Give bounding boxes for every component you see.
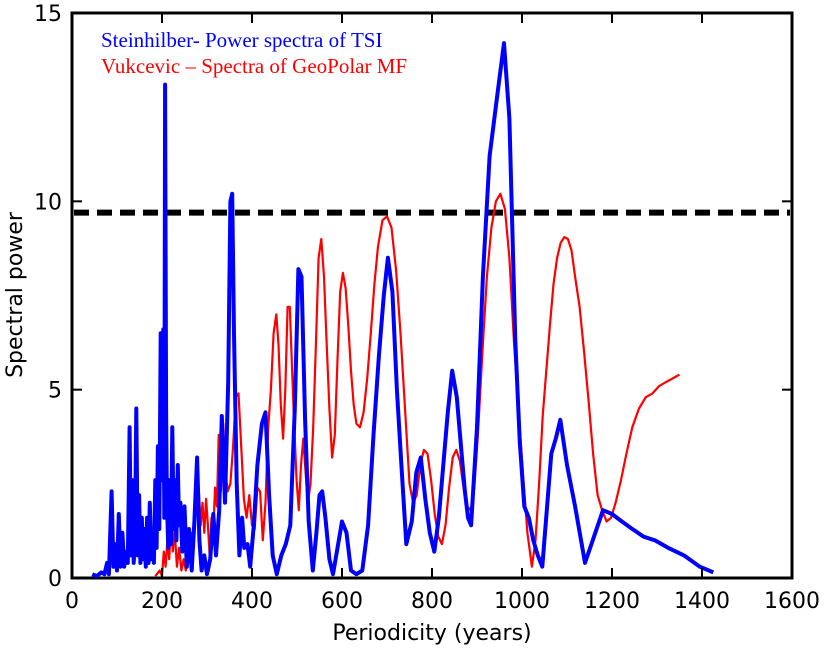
- x-tick-label: 1000: [494, 589, 550, 614]
- legend: Steinhilber- Power spectra of TSI Vukcev…: [101, 28, 407, 78]
- x-tick-label: 600: [321, 589, 363, 614]
- legend-entry-vukcevic: Vukcevic – Spectra of GeoPolar MF: [101, 54, 407, 78]
- y-axis-title: Spectral power: [3, 211, 28, 378]
- y-tick-label: 10: [34, 190, 62, 215]
- series-line-steinhilber: [91, 41, 715, 579]
- x-axis-title: Periodicity (years): [332, 621, 531, 646]
- y-tick-label: 5: [48, 379, 62, 404]
- x-tick-label: 1600: [764, 589, 820, 614]
- x-tick-label: 400: [231, 589, 273, 614]
- x-tick-label: 0: [65, 589, 79, 614]
- legend-entry-steinhilber: Steinhilber- Power spectra of TSI: [101, 28, 382, 52]
- y-tick-label: 15: [34, 2, 62, 27]
- x-tick-label: 1200: [584, 589, 640, 614]
- x-tick-label: 200: [141, 589, 183, 614]
- x-tick-label: 800: [411, 589, 453, 614]
- x-tick-label: 1400: [674, 589, 730, 614]
- y-tick-label: 0: [48, 567, 62, 592]
